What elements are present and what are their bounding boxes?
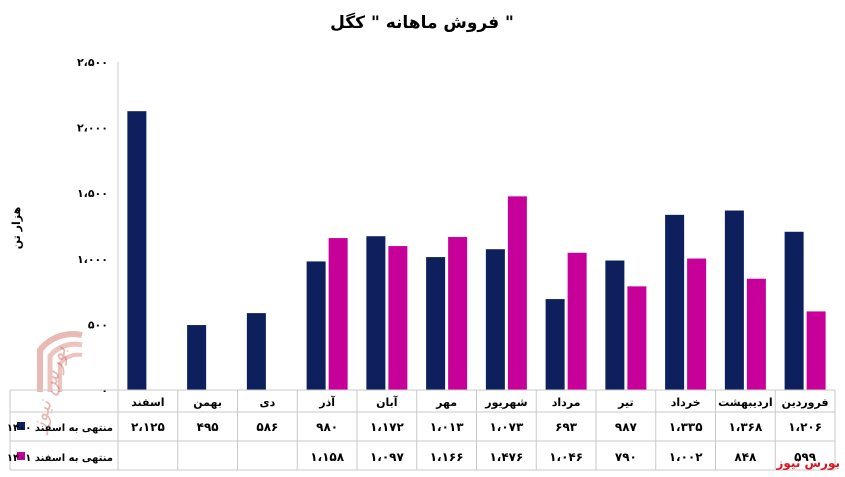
watermark-logo: بورس نیوز (24, 331, 83, 437)
y-tick-label: ۲،۰۰۰ (77, 122, 108, 135)
legend-swatch (17, 452, 25, 460)
data-label: ۱،۰۹۷ (370, 450, 405, 464)
bar-series-2 (388, 246, 408, 390)
chart-title: فروش ماهانه " کگل " (330, 12, 514, 33)
y-tick-label: ۱،۰۰۰ (77, 253, 108, 266)
bar-series-2 (507, 196, 527, 390)
data-label: ۱،۱۵۸ (310, 450, 345, 464)
data-label: ۱،۰۷۳ (489, 420, 524, 434)
data-label: ۱،۳۶۸ (728, 420, 763, 434)
bar-series-2 (687, 258, 707, 390)
x-tick-label: اردیبهشت (718, 396, 772, 409)
bar-series-2 (627, 286, 647, 390)
data-label: ۱،۳۳۵ (669, 420, 703, 434)
data-label: ۵۸۶ (256, 420, 278, 434)
legend-label: منتهی به اسفند ۱۴۰۱ (7, 453, 113, 464)
bar-series-2 (328, 238, 348, 390)
bar-series-1 (605, 260, 625, 390)
x-tick-label: اسفند (131, 396, 164, 409)
x-tick-label: تیر (617, 396, 633, 409)
x-tick-label: بهمن (193, 396, 222, 409)
x-tick-label: فروردین (782, 396, 829, 409)
y-tick-label: ۵۰۰ (88, 318, 108, 331)
bar-series-1 (246, 313, 266, 390)
y-axis-label: هزار تن (10, 207, 23, 249)
bar-series-1 (724, 210, 744, 390)
data-label: ۱،۰۱۳ (430, 420, 465, 434)
data-label: ۸۴۸ (734, 450, 757, 464)
data-label: ۶۹۳ (555, 420, 578, 434)
x-tick-label: دی (260, 396, 276, 409)
legend-swatch (17, 422, 25, 430)
bar-series-1 (485, 249, 505, 390)
data-label: ۱،۰۰۲ (669, 450, 704, 464)
data-label: ۹۸۰ (316, 420, 338, 434)
x-tick-label: آذر (318, 395, 335, 409)
x-tick-label: خرداد (671, 396, 701, 409)
data-label: ۱،۲۰۶ (788, 420, 822, 434)
x-tick-label: مهر (435, 396, 457, 409)
bars (127, 111, 826, 390)
bar-series-1 (545, 299, 565, 390)
data-label: ۱،۱۷۲ (370, 420, 405, 434)
watermark-arc (47, 341, 83, 392)
bar-series-1 (366, 236, 386, 390)
watermark-arc (58, 352, 83, 392)
bar-series-2 (448, 237, 468, 390)
bar-series-1 (127, 111, 147, 390)
bar-series-2 (567, 252, 587, 390)
data-label: ۵۹۹ (794, 450, 817, 464)
x-tick-label: آبان (376, 395, 398, 409)
bar-series-1 (187, 325, 207, 390)
data-label: ۱،۴۷۶ (489, 450, 523, 464)
data-table: فروردین اردیبهشت خرداد تیر مرداد شهریور مهر آبا… (7, 389, 836, 471)
bar-series-2 (746, 278, 766, 390)
bar-series-1 (784, 231, 804, 390)
watermark-arc (37, 331, 83, 392)
data-label: ۱،۰۴۶ (549, 450, 583, 464)
data-label: ۱،۱۶۶ (430, 450, 464, 464)
bar-series-1 (306, 261, 326, 390)
data-label: ۷۹۰ (615, 450, 637, 464)
bar-series-1 (665, 214, 685, 390)
source-label: بورس نیوز (775, 456, 840, 471)
data-label: ۹۸۷ (615, 420, 638, 434)
x-tick-label: مرداد (552, 396, 581, 409)
y-tick-label: ۱،۵۰۰ (77, 187, 108, 200)
x-tick-label: شهریور (484, 396, 527, 409)
bar-series-2 (806, 311, 826, 390)
data-label: ۴۹۵ (197, 420, 219, 434)
legend-label: منتهی به اسفند ۱۴۰۰ (7, 423, 113, 434)
bar-series-1 (426, 257, 446, 390)
data-label: ۲،۱۲۵ (131, 420, 165, 434)
y-tick-label: ۲،۵۰۰ (77, 56, 108, 69)
